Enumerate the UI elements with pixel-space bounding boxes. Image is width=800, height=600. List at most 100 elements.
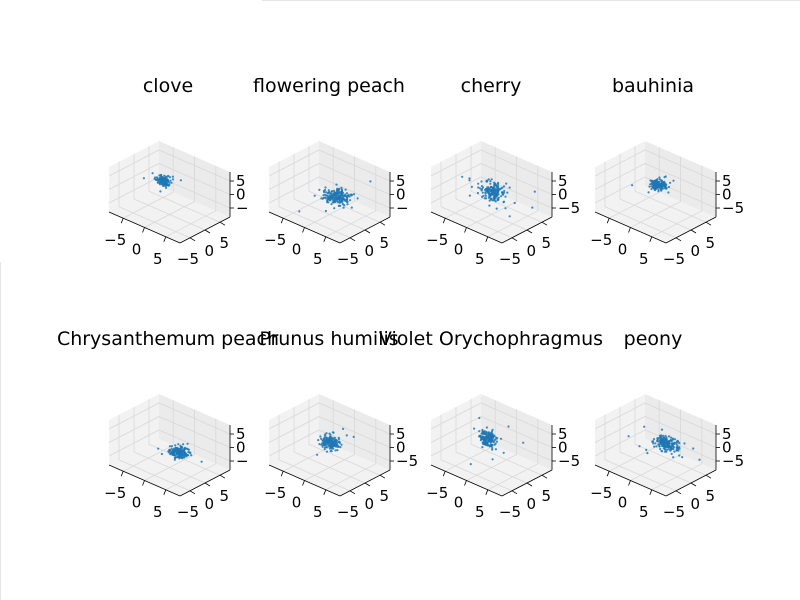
grid-line (148, 399, 221, 476)
data-point (313, 194, 316, 197)
data-point (154, 178, 157, 181)
data-point (168, 181, 171, 184)
data-point (502, 451, 505, 454)
y-tick (349, 490, 356, 495)
data-point (481, 191, 484, 194)
data-point (481, 195, 484, 199)
data-point (500, 195, 503, 198)
data-point (345, 195, 348, 198)
data-point (665, 438, 668, 441)
data-point (316, 453, 319, 456)
data-point (189, 452, 192, 455)
data-point (170, 181, 173, 184)
grid-line (430, 429, 553, 462)
data-point (336, 188, 339, 191)
data-point (340, 198, 343, 201)
data-point (477, 182, 480, 185)
data-point (165, 179, 168, 182)
grid-line (466, 409, 517, 481)
data-point (167, 174, 170, 178)
grid-line (123, 400, 174, 472)
data-point (492, 199, 496, 202)
x-tick-label: −5 (590, 231, 612, 249)
data-point (185, 453, 188, 456)
subplot-title: cherry (461, 75, 522, 97)
data-point (492, 187, 495, 190)
x-tick (485, 236, 489, 242)
data-point (665, 440, 669, 443)
data-point (531, 206, 534, 209)
data-point (298, 210, 301, 213)
x-tick (606, 471, 610, 477)
grid-line (466, 156, 517, 228)
data-point (485, 180, 488, 183)
data-point (481, 446, 484, 449)
data-point (650, 187, 653, 191)
y-tick (204, 482, 211, 487)
data-point (325, 191, 328, 194)
grid-line (594, 149, 717, 182)
subplot-title: peony (624, 328, 683, 350)
x-tick (323, 236, 327, 242)
data-point (327, 198, 330, 201)
data-point (159, 190, 162, 193)
x-tick-label: −5 (104, 231, 126, 249)
y-tick-label: −5 (499, 503, 521, 521)
data-point (493, 443, 496, 446)
data-point (663, 447, 666, 451)
data-point (167, 450, 170, 453)
data-point (461, 175, 464, 178)
x-tick-label: 5 (639, 250, 649, 268)
grid-line (304, 156, 355, 228)
y-tick (219, 474, 226, 479)
grid-line (594, 163, 717, 195)
data-point (631, 184, 634, 187)
x-tick (628, 480, 631, 486)
grid-line (594, 416, 717, 448)
x-tick-label: 0 (132, 241, 142, 259)
z-tick-label: 5 (722, 425, 732, 443)
data-point (339, 197, 342, 200)
data-point (318, 188, 321, 191)
grid-line (630, 156, 681, 228)
y-tick-label: 5 (705, 487, 715, 505)
grid-line (619, 154, 692, 231)
y-tick-label: 0 (364, 495, 374, 513)
data-point (468, 179, 471, 182)
data-point (482, 442, 485, 445)
data-point (343, 204, 346, 207)
data-point (493, 193, 496, 196)
data-point (663, 185, 667, 188)
z-tick-label: 0 (722, 186, 732, 204)
data-point (670, 452, 673, 455)
data-point (325, 436, 328, 439)
data-point (669, 439, 673, 442)
data-point (185, 455, 188, 458)
data-point (657, 440, 660, 443)
data-point (176, 447, 180, 450)
grid-line (440, 161, 513, 239)
y-tick-label: −5 (499, 250, 521, 268)
data-point (662, 181, 665, 184)
y-tick (705, 221, 712, 226)
subplot-title: Violet Orychophragmus (379, 328, 603, 350)
grid-line (108, 149, 231, 182)
data-point (171, 178, 175, 181)
grid-line (108, 429, 231, 462)
data-point (337, 436, 340, 439)
data-point (330, 203, 333, 206)
data-point (352, 193, 356, 196)
y-tick (364, 229, 371, 234)
y-tick-label: −5 (337, 250, 359, 268)
z-tick-label: −5 (558, 452, 580, 470)
data-point (502, 201, 505, 204)
y-tick-label: 5 (379, 487, 389, 505)
data-point (495, 207, 498, 210)
data-point (480, 180, 483, 183)
data-point (485, 433, 488, 436)
data-point (481, 428, 484, 432)
data-point (652, 442, 655, 445)
x-tick (120, 218, 124, 224)
data-point (654, 179, 657, 182)
